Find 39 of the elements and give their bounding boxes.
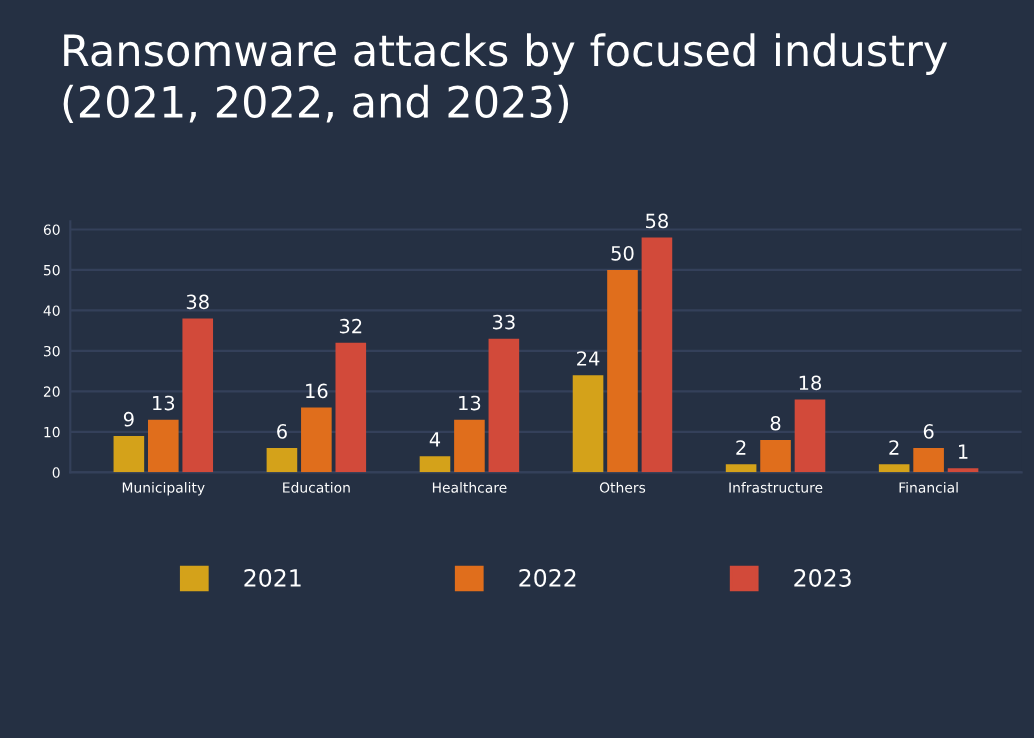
data-label: 6 [277, 424, 287, 439]
data-label: 38 [186, 294, 209, 310]
bar [488, 338, 520, 473]
bar [301, 407, 332, 473]
bar [607, 269, 638, 473]
legend-label: 2021 [244, 569, 301, 587]
data-label: 18 [799, 375, 822, 391]
bar [419, 456, 451, 473]
bar [794, 399, 826, 473]
legend-label: 2022 [519, 569, 576, 587]
bar [760, 439, 791, 473]
bar [147, 419, 179, 473]
data-label: 2 [889, 440, 899, 455]
data-label: 6 [923, 424, 934, 439]
bar [913, 448, 944, 473]
data-label: 8 [770, 415, 781, 431]
bar [878, 464, 910, 473]
data-label: 9 [123, 411, 134, 427]
data-label: 50 [611, 245, 634, 261]
data-label: 58 [646, 213, 668, 229]
data-label: 24 [577, 351, 600, 366]
data-label: 33 [492, 314, 515, 330]
data-label: 13 [153, 395, 175, 411]
bar [335, 342, 367, 473]
bar [641, 237, 673, 473]
bar [113, 435, 145, 473]
legend-label: 2023 [794, 569, 851, 587]
data-label: 32 [339, 318, 362, 334]
data-label: 16 [306, 383, 328, 399]
bar [182, 318, 214, 473]
data-label: 2 [736, 440, 746, 455]
bar [572, 375, 604, 473]
data-label: 4 [429, 432, 441, 447]
chart-title: Ransomware attacks by focused industry (2021, 2022, and 2023) [63, 33, 948, 124]
bar [725, 464, 757, 473]
data-label: 1 [959, 444, 968, 459]
data-label: 13 [459, 395, 481, 411]
bar [454, 419, 485, 473]
bar [266, 448, 298, 473]
